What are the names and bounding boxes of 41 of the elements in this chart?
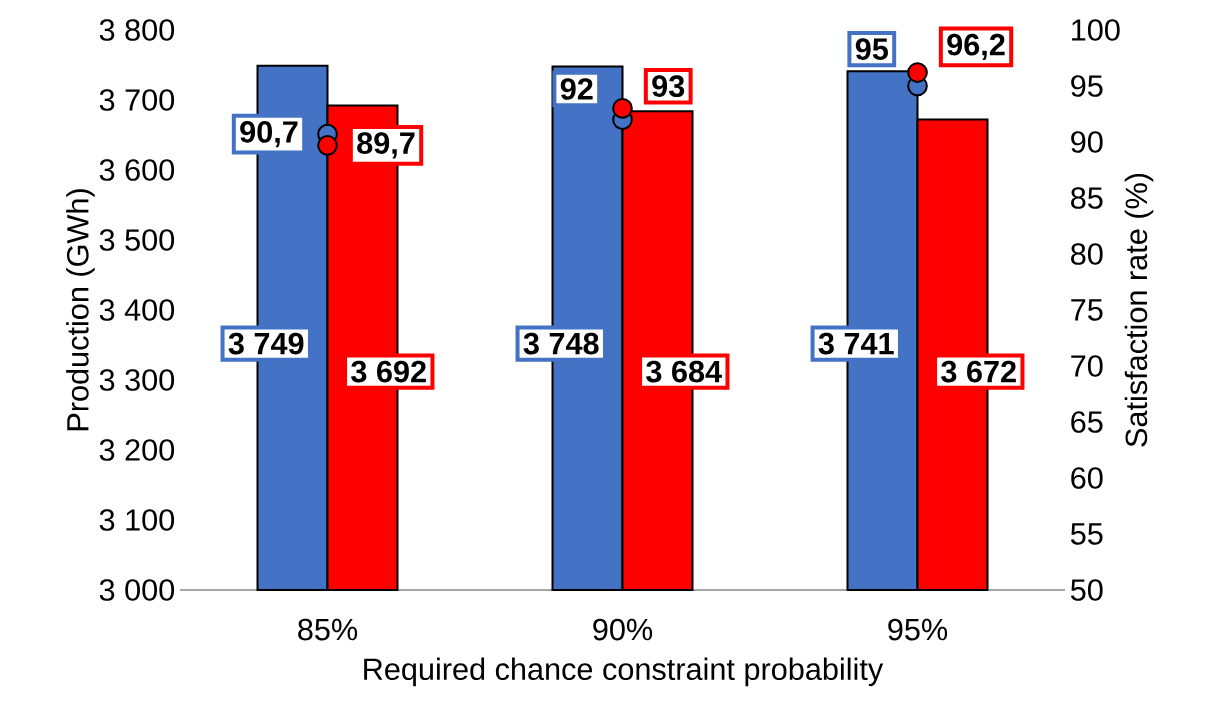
y2-tick-label: 60 [1071,467,1103,489]
y-tick-label: 3 000 [99,579,175,601]
data-label: 89,7 [357,132,415,159]
y2-tick-label: 80 [1071,243,1103,265]
y2-tick-label: 70 [1071,355,1103,377]
y2-axis-title: Satisfaction rate (%) [1124,173,1154,447]
data-label: 3 692 [351,360,426,383]
x-tick-label: 85% [298,618,358,641]
y-tick-label: 3 500 [99,229,175,251]
y2-tick-label: 100 [1072,19,1120,41]
data-label: 3 741 [818,332,894,355]
y-tick-label: 3 200 [99,439,175,461]
y2-tick-label: 85 [1071,187,1103,209]
data-label: 3 672 [941,360,1016,383]
data-label: 3 684 [646,360,722,383]
data-label: 95 [855,38,888,60]
x-tick-label: 90% [593,618,653,641]
data-label: 96,2 [947,33,1005,60]
point [317,135,338,156]
x-axis-title: Required chance constraint probability [364,657,884,687]
y2-tick-label: 55 [1070,523,1103,545]
y2-tick-label: 65 [1071,411,1103,433]
data-label: 92 [560,78,593,100]
x-tick-label: 95% [888,618,948,641]
y-tick-label: 3 100 [99,509,175,531]
y-tick-label: 3 800 [99,19,175,41]
y2-tick-label: 75 [1071,299,1103,321]
y2-tick-label: 90 [1071,131,1103,153]
y-tick-label: 3 400 [99,299,175,321]
data-label: 3 749 [228,332,304,355]
y-tick-label: 3 700 [99,89,175,111]
point [612,98,633,119]
data-label: 90,7 [240,121,298,148]
y-tick-label: 3 600 [99,159,175,181]
data-label: 93 [652,75,685,98]
y-tick-label: 3 300 [99,369,175,391]
point [907,62,928,83]
y2-tick-label: 95 [1071,75,1103,97]
y2-tick-label: 50 [1070,579,1103,601]
y-axis-title: Production (GWh) [66,189,95,431]
data-label: 3 748 [523,332,599,355]
